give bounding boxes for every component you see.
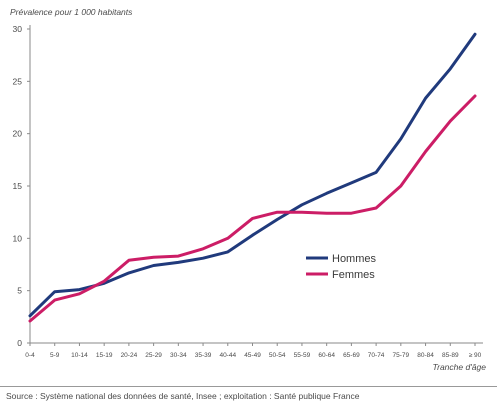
y-tick-label: 30 — [13, 24, 23, 34]
y-tick-label: 5 — [17, 286, 22, 296]
divider — [0, 386, 497, 387]
y-tick-label: 15 — [13, 181, 23, 191]
y-tick-label: 0 — [17, 338, 22, 348]
x-tick-label: 60-64 — [318, 352, 335, 359]
y-tick-label: 20 — [13, 129, 23, 139]
x-tick-label: 15-19 — [96, 352, 113, 359]
legend-label-femmes: Femmes — [332, 269, 375, 281]
source-note: Source : Système national des données de… — [6, 391, 360, 401]
x-tick-label: ≥ 90 — [469, 352, 482, 359]
x-tick-label: 0-4 — [25, 352, 35, 359]
x-tick-label: 55-59 — [294, 352, 311, 359]
x-tick-label: 20-24 — [121, 352, 138, 359]
line-chart: Prévalence pour 1 000 habitants 0 5 10 15 20… — [10, 7, 487, 372]
y-tick-label: 10 — [13, 233, 23, 243]
axes — [29, 25, 483, 344]
x-ticks: 0-4 5-9 10-14 15-19 20-24 25-29 30-34 35-39 40-4… — [25, 343, 482, 359]
x-tick-label: 5-9 — [50, 352, 60, 359]
x-tick-label: 30-34 — [170, 352, 187, 359]
legend-label-hommes: Hommes — [332, 253, 377, 265]
series-line-hommes — [28, 32, 477, 318]
x-tick-label: 35-39 — [195, 352, 212, 359]
x-tick-label: 40-44 — [219, 352, 236, 359]
series-lines — [28, 32, 477, 323]
y-tick-label: 25 — [13, 76, 23, 86]
x-tick-label: 65-69 — [343, 352, 360, 359]
x-tick-label: 10-14 — [71, 352, 88, 359]
x-axis-label: Tranche d'âge — [433, 362, 487, 372]
x-tick-label: 85-89 — [442, 352, 459, 359]
x-tick-label: 45-49 — [244, 352, 261, 359]
x-tick-label: 25-29 — [145, 352, 162, 359]
series-line-femmes — [28, 94, 477, 323]
y-ticks: 0 5 10 15 20 25 30 — [13, 24, 30, 348]
x-tick-label: 50-54 — [269, 352, 286, 359]
legend: Hommes Femmes — [306, 253, 377, 281]
y-axis-label: Prévalence pour 1 000 habitants — [10, 7, 133, 17]
x-tick-label: 70-74 — [368, 352, 385, 359]
x-tick-label: 80-84 — [417, 352, 434, 359]
x-tick-label: 75-79 — [393, 352, 410, 359]
